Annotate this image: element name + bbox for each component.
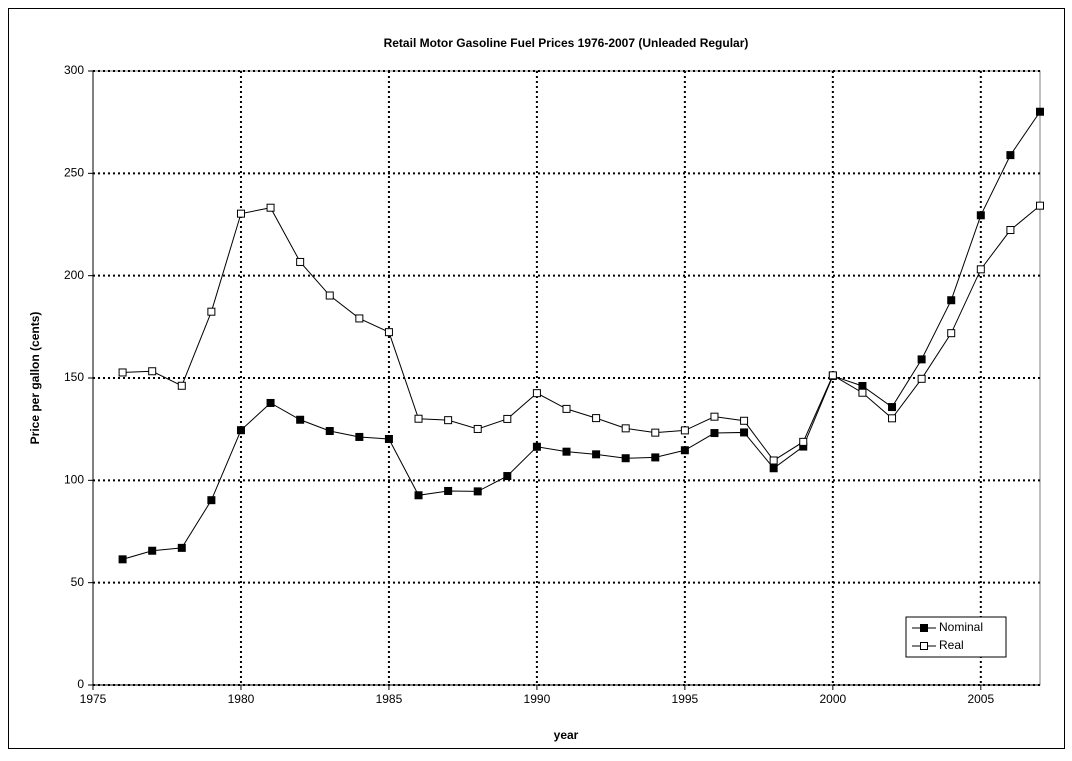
- data-point: [444, 416, 453, 425]
- data-point: [858, 381, 867, 390]
- data-point: [1036, 107, 1044, 116]
- data-point: [207, 307, 216, 316]
- x-tick-label: 2005: [967, 692, 994, 706]
- data-point: [680, 426, 689, 435]
- legend-label: Nominal: [939, 620, 983, 634]
- data-point: [414, 414, 423, 423]
- data-point: [325, 427, 334, 436]
- data-point: [769, 456, 778, 465]
- data-point: [1036, 201, 1044, 210]
- data-point: [1006, 151, 1015, 160]
- data-point: [740, 428, 749, 437]
- data-point: [414, 491, 423, 500]
- y-tick-label: 0: [77, 677, 84, 691]
- data-point: [503, 414, 512, 423]
- y-tick-label: 100: [64, 473, 84, 487]
- data-point: [651, 428, 660, 437]
- data-point: [888, 403, 897, 412]
- y-axis-label: Price per gallon (cents): [28, 312, 42, 445]
- data-point: [828, 371, 837, 380]
- data-point: [148, 546, 157, 555]
- x-axis-label: year: [554, 728, 579, 742]
- data-point: [592, 414, 601, 423]
- y-tick-label: 50: [71, 575, 85, 589]
- data-point: [473, 487, 482, 496]
- data-point: [1006, 226, 1015, 235]
- data-point: [799, 437, 808, 446]
- x-tick-label: 1990: [524, 692, 551, 706]
- data-point: [651, 453, 660, 462]
- data-point: [503, 472, 512, 481]
- data-point: [621, 454, 630, 463]
- legend-label: Real: [939, 638, 964, 652]
- data-point: [532, 442, 541, 451]
- data-point: [325, 291, 334, 300]
- data-point: [355, 314, 364, 323]
- data-point: [177, 381, 186, 390]
- data-point: [118, 555, 127, 564]
- legend-marker: [920, 642, 928, 650]
- data-point: [296, 257, 305, 266]
- data-point: [769, 464, 778, 473]
- data-point: [917, 355, 926, 364]
- data-point: [444, 486, 453, 495]
- data-point: [976, 265, 985, 274]
- data-point: [710, 412, 719, 421]
- data-point: [236, 209, 245, 218]
- data-point: [592, 450, 601, 459]
- data-point: [236, 426, 245, 435]
- x-tick-label: 1975: [80, 692, 107, 706]
- chart-title: Retail Motor Gasoline Fuel Prices 1976-2…: [384, 36, 749, 50]
- y-tick-label: 250: [64, 166, 84, 180]
- data-point: [858, 388, 867, 397]
- data-point: [118, 368, 127, 377]
- y-tick-label: 300: [64, 63, 84, 77]
- data-point: [177, 543, 186, 552]
- x-tick-label: 2000: [819, 692, 846, 706]
- data-point: [947, 296, 956, 305]
- data-point: [384, 328, 393, 337]
- y-tick-label: 150: [64, 370, 84, 384]
- data-point: [710, 429, 719, 438]
- data-point: [207, 496, 216, 505]
- series-line: [122, 111, 1041, 560]
- data-point: [473, 424, 482, 433]
- series-line: [122, 205, 1041, 462]
- data-point: [740, 416, 749, 425]
- data-point: [562, 447, 571, 456]
- x-tick-label: 1980: [228, 692, 255, 706]
- x-tick-label: 1995: [672, 692, 699, 706]
- data-point: [266, 398, 275, 407]
- y-tick-label: 200: [64, 268, 84, 282]
- data-point: [148, 367, 157, 376]
- data-point: [532, 389, 541, 398]
- data-point: [680, 446, 689, 455]
- x-tick-label: 1985: [376, 692, 403, 706]
- data-point: [355, 432, 364, 441]
- legend-marker: [920, 624, 928, 632]
- data-point: [621, 424, 630, 433]
- legend-box: [905, 616, 1007, 658]
- data-point: [947, 329, 956, 338]
- data-point: [266, 203, 275, 212]
- data-point: [384, 434, 393, 443]
- data-point: [562, 404, 571, 413]
- data-point: [296, 415, 305, 424]
- data-point: [888, 414, 897, 423]
- data-point: [976, 211, 985, 220]
- data-point: [917, 374, 926, 383]
